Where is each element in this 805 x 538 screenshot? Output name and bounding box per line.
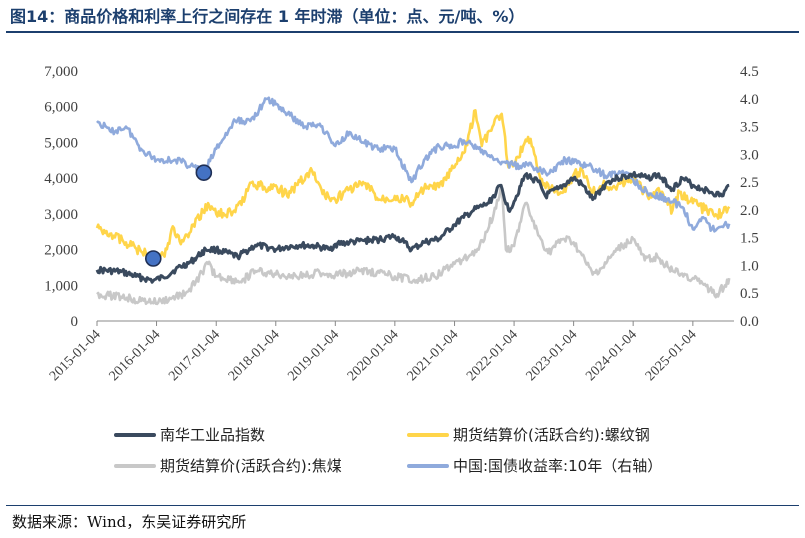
x-tick-label: 2019-01-04 <box>285 327 342 384</box>
legend-label: 南华工业品指数 <box>160 426 265 444</box>
footer-divider <box>6 505 799 506</box>
x-tick-label: 2023-01-04 <box>524 327 581 384</box>
y-right-tick-label: 1.0 <box>740 258 759 274</box>
line-chart: 2015-01-04 2016-01-04 2017-01-04 2018-01-04… <box>44 64 759 475</box>
y-left-tick-label: 2,000 <box>44 243 78 259</box>
legend: 南华工业品指数 期货结算价(活跃合约):螺纹钢 期货结算价(活跃合约):焦煤 中… <box>114 426 662 475</box>
figure-title: 图14：商品价格和利率上行之间存在 1 年时滞（单位：点、元/吨、%） <box>10 7 525 26</box>
y-left-tick-label: 0 <box>71 314 79 330</box>
legend-item-south-china-index: 南华工业品指数 <box>114 426 265 444</box>
highlight-markers <box>144 164 213 267</box>
x-tick-label: 2015-01-04 <box>47 327 104 384</box>
x-tick-label: 2018-01-04 <box>226 327 283 384</box>
y-left-tick-label: 7,000 <box>44 64 78 80</box>
x-axis: 2015-01-04 2016-01-04 2017-01-04 2018-01-04… <box>47 320 734 384</box>
y-axis-right: 0.0 0.5 1.0 1.5 2.0 2.5 3.0 3.5 4.0 4.5 <box>740 64 759 330</box>
legend-item-coke: 期货结算价(活跃合约):焦煤 <box>114 457 342 475</box>
y-right-tick-label: 3.0 <box>740 147 759 163</box>
x-tick-label: 2021-01-04 <box>405 327 462 384</box>
title-divider <box>6 31 799 33</box>
legend-label: 期货结算价(活跃合约):焦煤 <box>160 457 342 475</box>
south-china-index-line <box>95 170 730 284</box>
y-right-tick-label: 2.5 <box>740 175 759 191</box>
legend-label: 中国:国债收益率:10年（右轴） <box>453 457 662 475</box>
x-tick-labels: 2015-01-04 2016-01-04 2017-01-04 2018-01-04… <box>47 321 700 384</box>
x-tick-label: 2017-01-04 <box>166 327 223 384</box>
y-left-tick-label: 4,000 <box>44 171 78 187</box>
y-axis-left: 0 1,000 2,000 3,000 4,000 5,000 6,000 7,000 <box>44 64 78 330</box>
x-tick-label: 2024-01-04 <box>583 327 640 384</box>
y-right-tick-label: 3.5 <box>740 120 759 136</box>
highlight-marker <box>144 250 162 267</box>
coke-line <box>96 184 731 306</box>
y-right-tick-label: 1.5 <box>740 231 759 247</box>
x-tick-label: 2020-01-04 <box>345 327 402 384</box>
y-left-tick-label: 3,000 <box>44 207 78 223</box>
y-right-tick-label: 2.0 <box>740 203 759 219</box>
y-right-tick-label: 0.5 <box>740 286 759 302</box>
x-tick-label: 2016-01-04 <box>107 327 164 384</box>
legend-label: 期货结算价(活跃合约):螺纹钢 <box>453 426 650 444</box>
x-tick-label: 2022-01-04 <box>464 327 521 384</box>
source-note: 数据来源：Wind，东吴证券研究所 <box>12 513 247 531</box>
y-right-tick-label: 0.0 <box>740 314 759 330</box>
bond-yield-line <box>96 96 731 233</box>
highlight-marker <box>195 164 213 181</box>
y-left-tick-label: 1,000 <box>44 278 78 294</box>
rebar-line <box>95 109 731 263</box>
y-left-tick-label: 6,000 <box>44 100 78 116</box>
x-tick-label: 2025-01-04 <box>643 327 700 384</box>
y-right-tick-label: 4.0 <box>740 92 759 108</box>
series-lines <box>95 96 731 306</box>
legend-item-bond-yield: 中国:国债收益率:10年（右轴） <box>407 457 662 475</box>
y-right-tick-label: 4.5 <box>740 64 759 80</box>
y-left-tick-label: 5,000 <box>44 135 78 151</box>
legend-item-rebar: 期货结算价(活跃合约):螺纹钢 <box>407 426 650 444</box>
